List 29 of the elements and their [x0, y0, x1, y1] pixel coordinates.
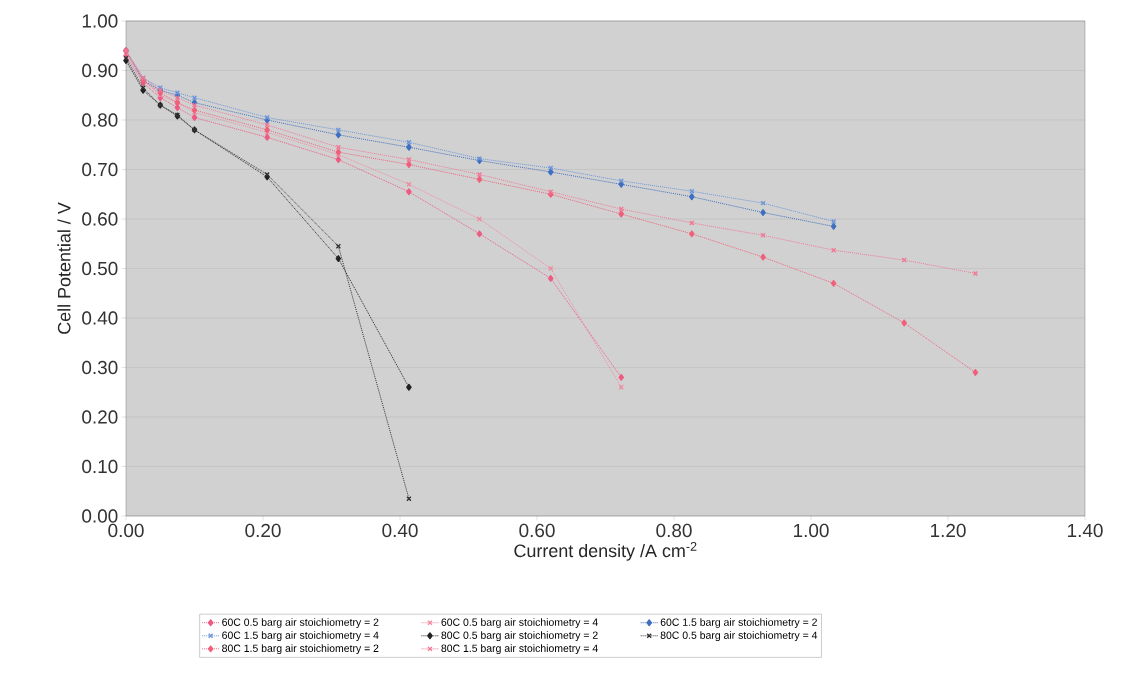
y-tick-label: 1.00 [82, 14, 118, 28]
legend-label: 80C 1.5 barg air stoichiometry = 2 [222, 644, 379, 655]
y-axis-title: Cell Potential / V [57, 202, 71, 334]
x-tick-label: 1.20 [931, 523, 966, 538]
legend-label: 60C 1.5 barg air stoichiometry = 4 [222, 631, 379, 641]
y-tick-label: 0.30 [82, 360, 118, 375]
x-tick-label: 1.00 [794, 523, 829, 538]
y-tick-label: 0.40 [82, 311, 118, 325]
x-tick-label: 0.00 [108, 523, 144, 538]
x-tick-label: 0.40 [382, 523, 418, 538]
legend-label: 60C 0.5 barg air stoichiometry = 2 [222, 618, 379, 628]
x-tick-label: 1.40 [1068, 523, 1103, 538]
x-tick-label: 0.80 [656, 523, 692, 538]
x-axis-title: Current density /A cm$^{-2}$ [514, 542, 697, 561]
legend-label: 60C 1.5 barg air stoichiometry = 2 [660, 618, 817, 628]
y-tick-label: 0.50 [82, 261, 118, 276]
legend-label: 80C 1.5 barg air stoichiometry = 4 [441, 644, 598, 655]
legend-label: 80C 0.5 barg air stoichiometry = 4 [660, 631, 818, 641]
y-tick-label: 0.00 [82, 509, 118, 523]
x-tick-label: 0.60 [519, 523, 555, 538]
y-tick-label: 0.90 [82, 63, 118, 78]
y-tick-label: 0.60 [82, 212, 118, 226]
legend-label: 80C 0.5 barg air stoichiometry = 2 [441, 631, 598, 641]
y-tick-label: 0.10 [82, 459, 118, 474]
legend-label: 60C 0.5 barg air stoichiometry = 4 [441, 618, 598, 628]
y-tick-label: 0.20 [82, 410, 118, 424]
y-tick-label: 0.70 [82, 162, 118, 177]
x-tick-label: 0.20 [245, 523, 281, 538]
y-tick-label: 0.80 [82, 113, 118, 127]
